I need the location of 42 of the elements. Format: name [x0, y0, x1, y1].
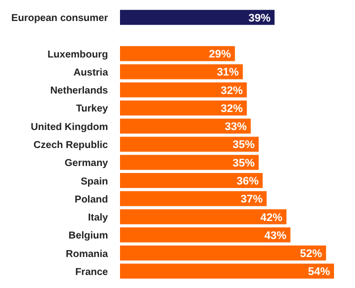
y-tick-label: United Kingdom	[30, 122, 108, 133]
data-label: 52%	[300, 248, 322, 260]
y-tick-label: Belgium	[68, 230, 108, 242]
data-label: 33%	[224, 121, 247, 134]
y-tick-label: Spain	[80, 176, 108, 188]
y-tick-label: Luxembourg	[47, 49, 108, 60]
y-tick-label: Romania	[66, 248, 108, 260]
data-label: 32%	[220, 102, 244, 115]
data-label: 31%	[216, 66, 240, 79]
data-label: 43%	[264, 230, 287, 242]
y-tick-label: Italy	[88, 212, 108, 224]
bar	[120, 154, 259, 170]
data-label: 54%	[308, 266, 330, 278]
data-label: 29%	[208, 48, 232, 61]
y-tick-label: France	[75, 266, 108, 278]
bar	[120, 10, 275, 25]
y-tick-label: European consumer	[11, 13, 108, 24]
bar	[120, 264, 334, 279]
bar	[120, 209, 286, 224]
bar	[120, 246, 326, 261]
data-label: 39%	[248, 12, 271, 24]
bar	[120, 136, 259, 152]
data-label: 42%	[260, 212, 283, 224]
y-tick-label: Austria	[74, 67, 108, 78]
bar	[120, 118, 251, 134]
data-label: 35%	[232, 157, 255, 170]
y-tick-label: Turkey	[76, 104, 108, 115]
data-label: 36%	[236, 176, 259, 188]
bar	[120, 100, 247, 116]
data-label: 37%	[240, 194, 263, 206]
bar	[120, 173, 263, 188]
bar	[120, 46, 235, 62]
y-tick-label: Poland	[74, 194, 108, 206]
y-tick-label: Czech Republic	[34, 140, 108, 151]
y-tick-label: Netherlands	[50, 86, 108, 97]
y-tick-label: Germany	[64, 158, 108, 170]
data-label: 32%	[220, 84, 244, 97]
bar	[120, 191, 267, 206]
bar	[120, 82, 247, 98]
data-label: 35%	[232, 139, 255, 152]
bar	[120, 227, 290, 242]
bar	[120, 64, 243, 80]
